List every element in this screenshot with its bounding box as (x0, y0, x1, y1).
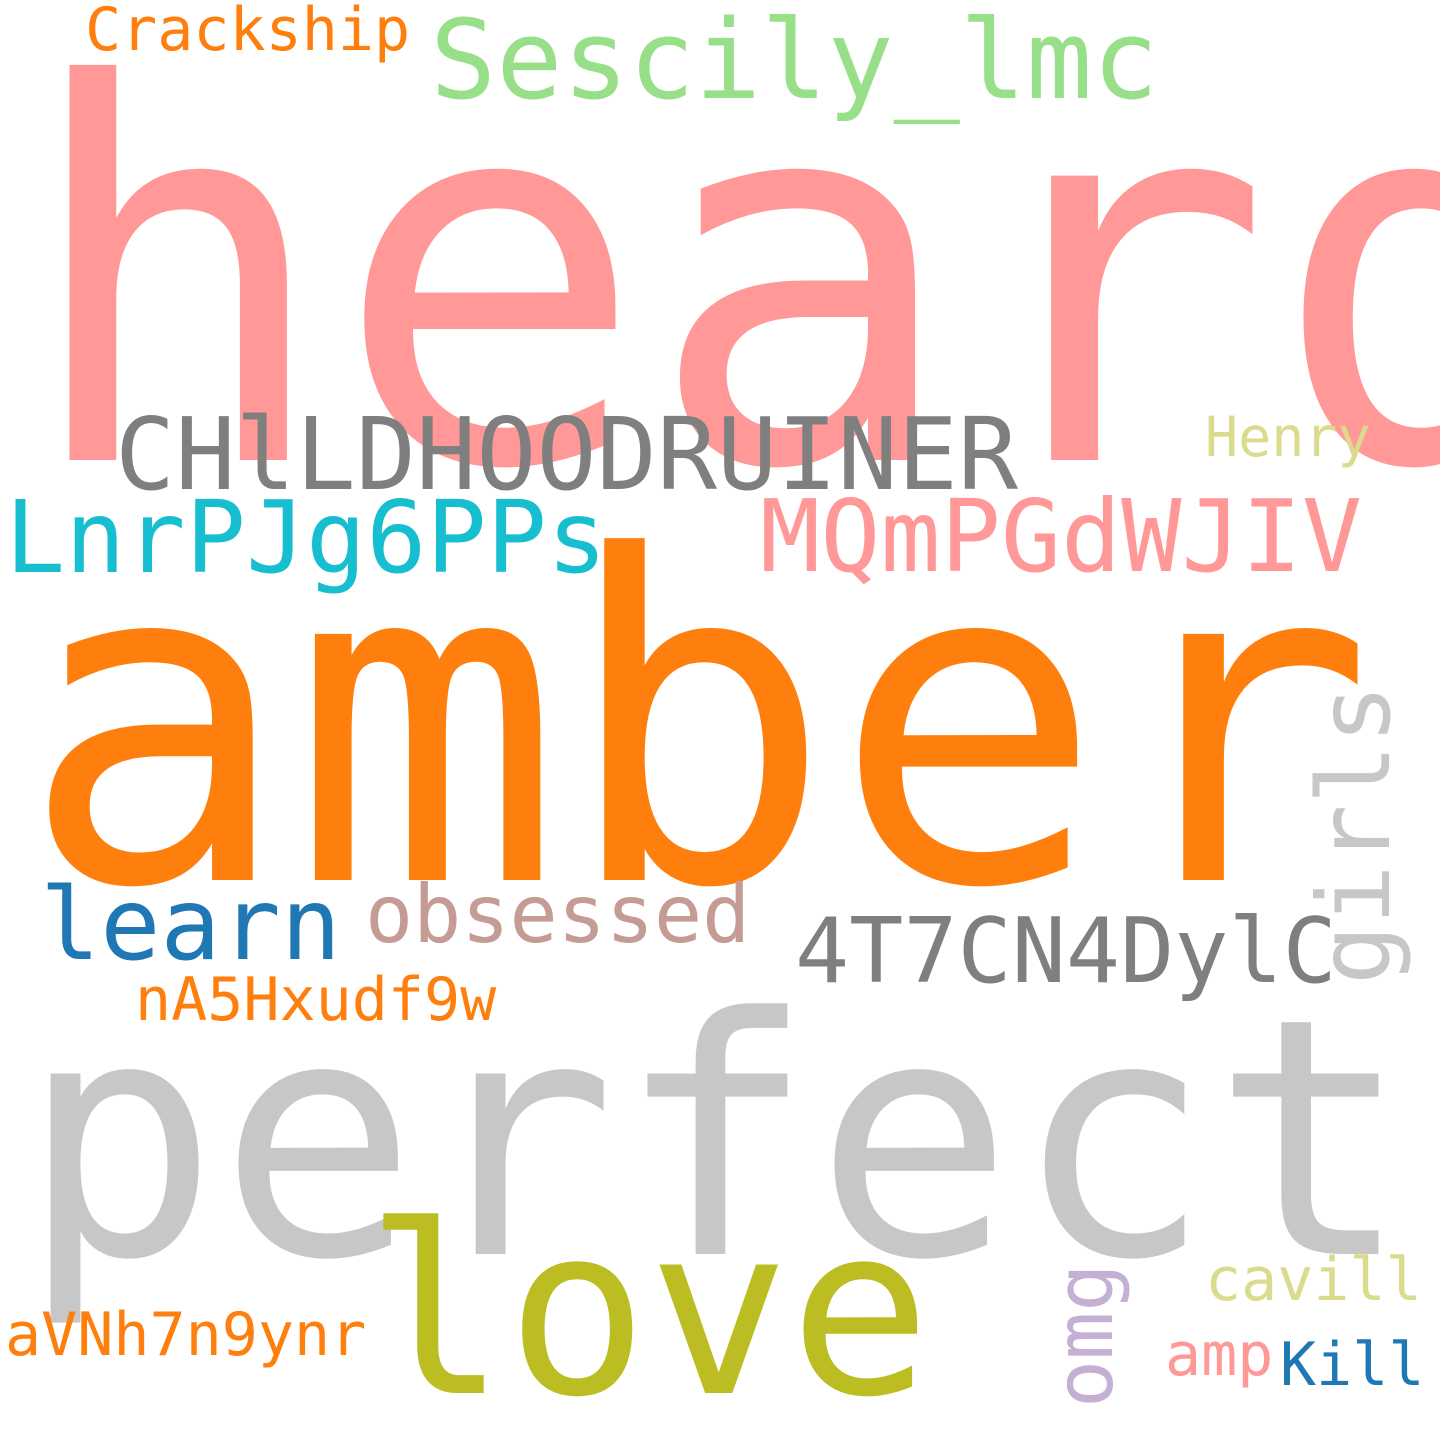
word-cavill: cavill (1205, 1245, 1422, 1315)
word-amp: amp (1165, 1320, 1274, 1390)
word-learn: learn (40, 866, 342, 983)
word-4t7cn4dylc: 4T7CN4DylC (795, 899, 1337, 1004)
word-crackship: Crackship (85, 0, 411, 65)
word-perfect: perfect (20, 948, 1411, 1332)
word-obsessed: obsessed (365, 868, 751, 961)
word-henry: Henry (1205, 405, 1371, 469)
word-mqmpgdwjiv: MQmPGdWJIV (760, 478, 1363, 595)
word-childhoodruiner: CHlLDHOODRUINER (115, 396, 1019, 513)
word-na5hxudf9w: nA5Hxudf9w (135, 965, 497, 1035)
word-avnh7n9ynr: aVNh7n9ynr (5, 1300, 367, 1370)
word-omg: omg (1038, 1263, 1131, 1409)
word-amber: amber (20, 463, 1375, 987)
word-heard: heard (20, 0, 1440, 583)
word-sescily-lmc: Sescily_lmc (430, 0, 1159, 124)
word-girls: girls (1296, 683, 1413, 985)
word-kill: Kill (1280, 1330, 1425, 1400)
word-love: love (365, 1176, 931, 1440)
word-lnrpjg6pps: LnrPJg6PPs (5, 479, 608, 596)
